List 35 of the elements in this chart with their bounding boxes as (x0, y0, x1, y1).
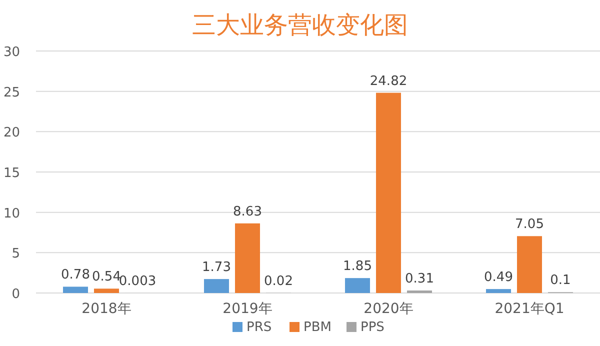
data-label: 1.73 (202, 260, 231, 276)
data-label: 0.31 (405, 272, 434, 286)
y-tick-label: 10 (3, 206, 20, 222)
data-label: 0.49 (484, 270, 513, 286)
x-tick-label: 2019年 (222, 301, 272, 317)
y-tick-label: 5 (12, 246, 20, 262)
data-label: 0.02 (264, 274, 293, 289)
legend-label: PPS (360, 320, 384, 335)
y-tick-label: 30 (3, 45, 20, 60)
data-label: 0.78 (61, 268, 90, 283)
data-label: 1.85 (343, 259, 372, 274)
y-tick-label: 20 (3, 126, 20, 141)
bar (63, 286, 88, 293)
data-label: 7.05 (515, 217, 544, 232)
y-tick-label: 25 (3, 85, 20, 100)
x-tick-label: 2020年 (364, 301, 414, 317)
legend-label: PRS (246, 320, 272, 335)
bar (235, 223, 260, 293)
bar (517, 236, 542, 293)
y-tick-label: 15 (3, 166, 20, 181)
data-label: 0.1 (550, 273, 571, 288)
x-tick-label: 2021年Q1 (494, 301, 564, 317)
y-tick-label: 0 (12, 287, 20, 302)
data-label: 0.003 (118, 274, 156, 289)
legend-label: PBM (304, 320, 332, 335)
data-label: 0.54 (92, 270, 121, 285)
bar (486, 289, 511, 293)
x-tick-label: 2018年 (82, 301, 132, 317)
data-label: 8.63 (233, 204, 262, 220)
chart-title: 三大业务营收变化图 (192, 11, 408, 39)
bar (94, 288, 119, 293)
bar (345, 278, 370, 293)
bar (204, 279, 229, 293)
data-label: 24.82 (370, 74, 408, 89)
bar (376, 92, 401, 293)
